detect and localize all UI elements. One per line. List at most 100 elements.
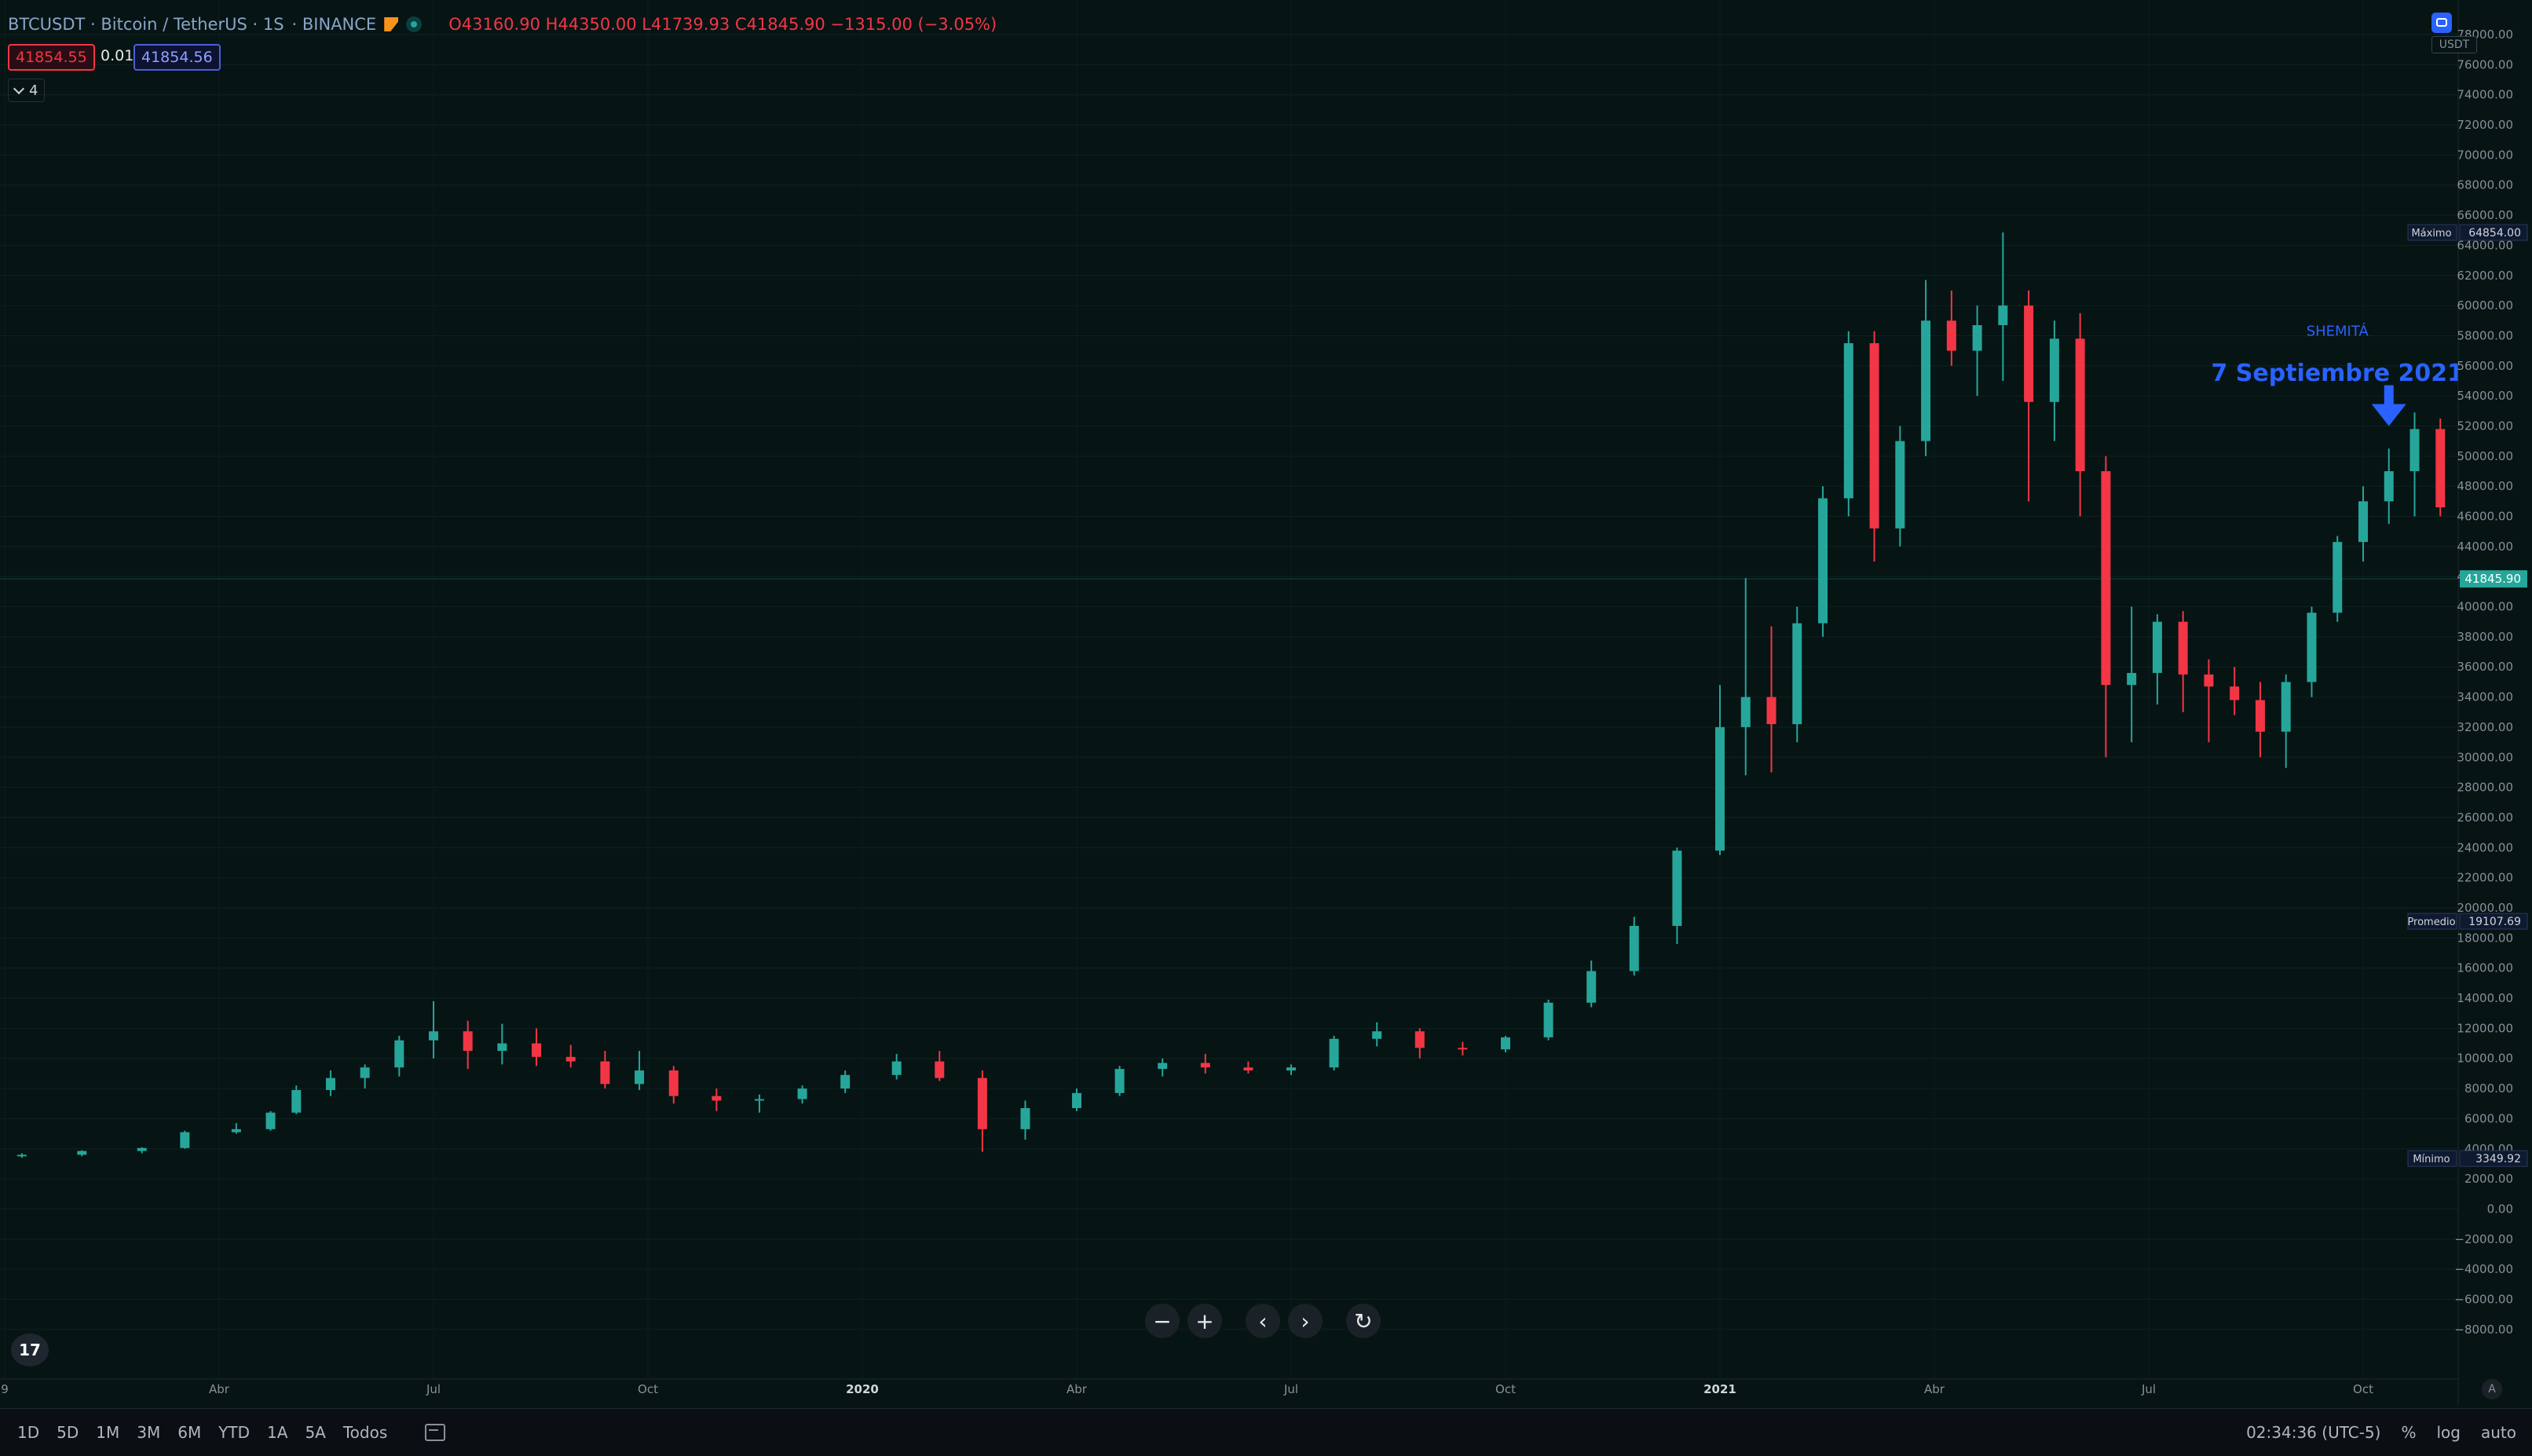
candle-body [1629, 926, 1639, 971]
y-tick-label: 50000.00 [2457, 449, 2513, 463]
range-6m[interactable]: 6M [177, 1423, 202, 1442]
candle [1740, 578, 1751, 776]
range-1m[interactable]: 1M [96, 1423, 120, 1442]
candle-body [2204, 674, 2214, 687]
candle [2127, 606, 2137, 743]
y-tick-label: 22000.00 [2457, 871, 2513, 885]
candle-body [1200, 1063, 1210, 1068]
candle-body [291, 1089, 302, 1113]
candle [2281, 674, 2291, 768]
y-tick-label: 32000.00 [2457, 720, 2513, 734]
reset-chart-button[interactable]: ↻ [1346, 1304, 1381, 1338]
candle-body [935, 1061, 945, 1078]
candle-body [712, 1096, 722, 1101]
candle-body [1072, 1092, 1081, 1108]
y-tick-label: 6000.00 [2464, 1111, 2513, 1125]
candle [1946, 290, 1956, 366]
scroll-left-button[interactable]: ‹ [1246, 1304, 1280, 1338]
candle-body [1114, 1069, 1125, 1093]
candle [325, 1070, 335, 1096]
y-tick-label: 10000.00 [2457, 1052, 2513, 1066]
auto-scale-toggle[interactable]: auto [2480, 1423, 2516, 1442]
candle-body [2281, 682, 2291, 732]
candle [1766, 626, 1776, 773]
candle [265, 1110, 276, 1131]
ohlc-values: O43160.90 H44350.00 L41739.93 C41845.90 … [448, 15, 997, 34]
buy-price-button[interactable]: 41854.56 [134, 44, 221, 71]
range-5a[interactable]: 5A [305, 1423, 326, 1442]
zoom-in-button[interactable]: + [1187, 1304, 1222, 1338]
indicators-toggle[interactable]: 4 [8, 79, 46, 102]
candle-body [1972, 325, 1982, 351]
price-axis[interactable]: 78000.0076000.0074000.0072000.0070000.00… [2407, 27, 2528, 1337]
candle-body [2024, 305, 2034, 402]
candle-body [1414, 1031, 1425, 1048]
candle-body [2307, 613, 2317, 682]
x-tick-label: 2021 [1703, 1382, 1736, 1396]
range-5d[interactable]: 5D [57, 1423, 79, 1442]
y-tick-label: 76000.00 [2457, 57, 2513, 71]
y-tick-label: 48000.00 [2457, 479, 2513, 493]
candle [137, 1147, 147, 1154]
candle [2075, 313, 2085, 517]
y-tick-label: 38000.00 [2457, 630, 2513, 644]
candle-body [2152, 621, 2162, 673]
y-tick-label: 60000.00 [2457, 298, 2513, 313]
auto-scale-button[interactable]: A [2482, 1379, 2502, 1399]
x-tick-label: Jul [426, 1382, 441, 1396]
marker-name-tag [2407, 1150, 2457, 1167]
bottom-right-controls: 02:34:36 (UTC-5) % log auto [2246, 1409, 2516, 1456]
candle [1972, 305, 1982, 397]
candle [1243, 1061, 1253, 1074]
candle-body [1818, 498, 1828, 624]
screenshot-icon[interactable] [2431, 13, 2452, 33]
candle-body [977, 1077, 987, 1129]
y-tick-label: 28000.00 [2457, 781, 2513, 795]
candle-body [1586, 971, 1597, 1003]
candle [754, 1094, 764, 1113]
candle [1372, 1022, 1382, 1047]
time-axis[interactable]: 9AbrJulOct2020AbrJulOct2021AbrJulOct2022… [1, 1382, 2532, 1396]
y-tick-label: 30000.00 [2457, 750, 2513, 764]
candle-body [668, 1070, 679, 1096]
sell-price-button[interactable]: 41854.55 [8, 44, 95, 71]
goto-date-icon[interactable] [425, 1424, 446, 1441]
tradingview-logo[interactable]: 17 [11, 1333, 49, 1366]
candle-body [394, 1040, 404, 1068]
candle-body [1998, 305, 2008, 326]
y-tick-label: 0.00 [2487, 1202, 2513, 1216]
indicators-count: 4 [29, 82, 38, 99]
zoom-out-button[interactable]: − [1145, 1304, 1180, 1338]
candle-body [1286, 1067, 1296, 1071]
range-1d[interactable]: 1D [17, 1423, 40, 1442]
current-price-tag [2460, 570, 2527, 588]
clock-timezone[interactable]: 02:34:36 (UTC-5) [2246, 1423, 2381, 1442]
candle-body [180, 1132, 190, 1148]
marker-name-tag [2407, 913, 2457, 930]
log-scale-toggle[interactable]: log [2436, 1423, 2461, 1442]
candle-body [16, 1154, 27, 1157]
candle [429, 1001, 438, 1059]
y-tick-label: 14000.00 [2457, 991, 2513, 1005]
exchange-icon [384, 17, 399, 31]
bottom-toolbar: 1D 5D 1M 3M 6M YTD 1A 5A Todos 02:34:36 … [0, 1408, 2532, 1456]
candle [2255, 682, 2265, 758]
range-ytd[interactable]: YTD [218, 1423, 251, 1442]
candle-body [565, 1056, 576, 1062]
x-tick-label: Jul [1283, 1382, 1298, 1396]
candle [1501, 1035, 1510, 1053]
candle-body [360, 1067, 370, 1078]
currency-unit-label[interactable]: USDT [2431, 36, 2477, 53]
marker-value-tag [2459, 1150, 2528, 1167]
range-all[interactable]: Todos [342, 1423, 388, 1442]
percent-scale-toggle[interactable]: % [2401, 1423, 2417, 1442]
scroll-right-button[interactable]: › [1288, 1304, 1323, 1338]
range-3m[interactable]: 3M [137, 1423, 161, 1442]
marker-value-tag [2459, 224, 2528, 241]
market-status-icon[interactable] [406, 16, 423, 32]
candle-body [840, 1074, 851, 1089]
range-1a[interactable]: 1A [267, 1423, 288, 1442]
symbol-title[interactable]: BTCUSDT · Bitcoin / TetherUS · 1S [8, 15, 284, 34]
candle [1629, 916, 1639, 976]
